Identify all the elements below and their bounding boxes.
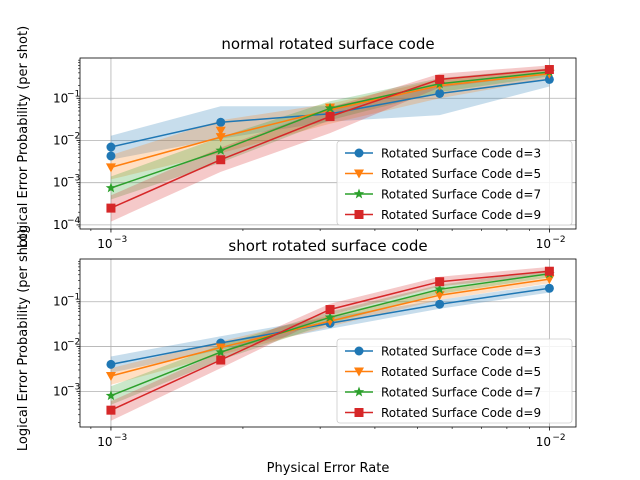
legend-label: Rotated Surface Code d=5 <box>381 365 541 379</box>
y-tick-label: 10 <box>53 295 68 309</box>
legend: Rotated Surface Code d=3 Rotated Surface … <box>336 338 573 424</box>
legend-marker <box>354 367 364 377</box>
x-tick-label: 10 <box>536 237 551 251</box>
data-point <box>216 155 226 165</box>
data-point <box>435 277 445 287</box>
legend: Rotated Surface Code d=3 Rotated Surface … <box>336 140 573 226</box>
data-point <box>324 311 336 322</box>
axes-frame <box>79 258 577 428</box>
data-point <box>106 405 116 415</box>
legend-box <box>336 140 573 226</box>
legend-label: Rotated Surface Code d=3 <box>381 345 541 359</box>
panel-normal: normal rotated surface code 10 −3 10 −210−4… <box>53 35 577 251</box>
legend-marker <box>354 148 364 158</box>
x-tick-exponent: −2 <box>552 433 565 443</box>
data-point <box>106 151 116 161</box>
x-tick-exponent: −2 <box>552 235 565 245</box>
y-tick-label: 10 <box>53 384 68 398</box>
legend-marker <box>353 188 365 199</box>
data-point <box>216 355 226 365</box>
legend-label: Rotated Surface Code d=9 <box>381 406 541 420</box>
x-tick-label: 10 <box>97 435 112 449</box>
data-point <box>435 88 445 98</box>
y-tick-exponent: −2 <box>67 338 80 348</box>
y-tick-label: 10 <box>53 91 68 105</box>
legend-marker <box>354 408 364 417</box>
legend-marker <box>353 386 365 397</box>
y-tick-exponent: −2 <box>67 131 80 141</box>
confidence-band <box>110 269 550 405</box>
chart-title-short: short rotated surface code <box>228 237 427 255</box>
confidence-band <box>110 68 550 200</box>
data-point <box>105 390 117 401</box>
data-point <box>434 291 445 301</box>
data-point <box>105 182 117 193</box>
x-tick-label: 10 <box>97 237 112 251</box>
axes-frame <box>79 57 577 230</box>
data-point <box>544 74 554 84</box>
data-point <box>215 126 226 136</box>
data-point <box>544 283 554 293</box>
y-tick-exponent: −1 <box>67 89 80 99</box>
legend-marker <box>354 210 364 219</box>
y-axis-label-top: Logical Error Probability (per shot) <box>16 26 31 248</box>
data-point <box>106 142 116 152</box>
legend-marker <box>354 346 364 356</box>
data-point <box>435 74 445 84</box>
panel-short: short rotated surface code 10 −3 10 −210−31… <box>53 237 577 449</box>
data-point <box>105 372 116 382</box>
legend-label: Rotated Surface Code d=7 <box>381 188 541 202</box>
data-point <box>105 163 116 173</box>
y-tick-label: 10 <box>53 340 68 354</box>
y-tick-label: 10 <box>53 176 68 190</box>
chart-title-normal: normal rotated surface code <box>221 35 434 53</box>
legend-marker <box>354 169 364 179</box>
x-tick-exponent: −3 <box>114 433 127 443</box>
y-tick-exponent: −3 <box>67 174 80 184</box>
data-point <box>325 305 335 315</box>
data-point <box>434 283 445 294</box>
y-tick-label: 10 <box>53 133 68 147</box>
data-point <box>435 299 445 309</box>
data-point <box>106 203 116 213</box>
legend-label: Rotated Surface Code d=9 <box>381 208 541 222</box>
data-point <box>215 346 226 357</box>
x-axis-label: Physical Error Rate <box>267 461 390 476</box>
data-point <box>215 133 226 143</box>
y-tick-exponent: −1 <box>67 293 80 303</box>
y-tick-exponent: −3 <box>67 382 80 392</box>
data-point <box>544 266 554 276</box>
data-point <box>215 144 226 155</box>
data-point <box>544 65 554 75</box>
legend-label: Rotated Surface Code d=3 <box>381 147 541 161</box>
y-tick-label: 10 <box>53 218 68 232</box>
data-point <box>216 117 226 127</box>
y-axis-label-bottom: Logical Error Probability (per shot) <box>16 229 31 451</box>
data-point <box>325 112 335 122</box>
legend-label: Rotated Surface Code d=5 <box>381 167 541 181</box>
x-tick-exponent: −3 <box>114 235 127 245</box>
legend-label: Rotated Surface Code d=7 <box>381 386 541 400</box>
data-point <box>324 102 336 113</box>
legend-box <box>336 338 573 424</box>
x-tick-label: 10 <box>536 435 551 449</box>
data-point <box>106 359 116 369</box>
y-tick-exponent: −4 <box>67 216 81 226</box>
